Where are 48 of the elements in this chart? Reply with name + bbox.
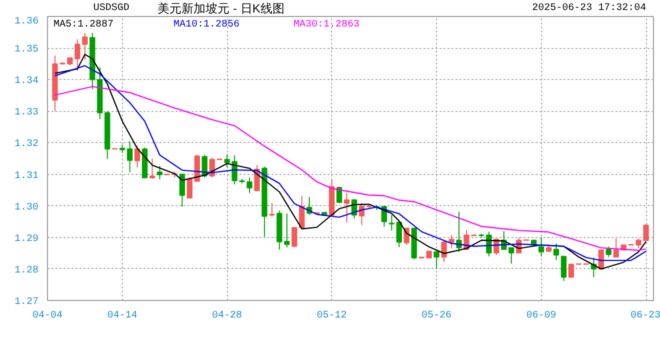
y-tick-label: 1.27 (14, 297, 39, 308)
x-tick-label: 04-14 (107, 310, 138, 322)
y-tick-label: 1.34 (14, 76, 39, 88)
candlestick (82, 32, 88, 60)
candlestick (396, 221, 402, 248)
candlestick (149, 158, 156, 180)
x-tick-label: 05-12 (316, 310, 347, 322)
x-tick-label: 04-28 (212, 310, 242, 322)
candlestick (126, 140, 133, 173)
y-tick-label: 1.32 (14, 139, 39, 150)
candlestick (246, 176, 252, 194)
text: 2025-06-23 17:32:04 (532, 3, 646, 14)
candlestick (344, 192, 350, 224)
candlestick (134, 145, 140, 168)
candlestick (434, 251, 440, 270)
candlestick (441, 240, 447, 262)
candlestick (388, 214, 394, 231)
candlestick (568, 263, 574, 278)
y-tick-label: 1.29 (14, 234, 39, 245)
x-tick-label: 06-09 (526, 310, 556, 322)
y-tick-label: 1.35 (14, 44, 39, 56)
y-tick-label: 1.36 (14, 16, 39, 28)
candlestick (292, 226, 298, 248)
y-tick-label: 1.33 (14, 108, 39, 119)
text: MA5:1.2887 (54, 20, 114, 30)
text: MA30:1.2863 (294, 20, 360, 30)
x-tick-label: 05-26 (422, 310, 452, 322)
candlestick (606, 246, 612, 258)
y-tick-label: 1.30 (14, 202, 39, 214)
candlestick (613, 238, 619, 258)
x-tick-label: 06-23 (630, 310, 660, 322)
candlestick (553, 242, 560, 261)
candlestick (186, 176, 192, 198)
candlestick (179, 173, 185, 208)
y-tick-label: 1.28 (14, 265, 39, 276)
candlestick (456, 211, 462, 252)
text: USDSGD (93, 3, 130, 14)
text: MA10:1.2856 (174, 20, 240, 30)
chart-title: 美元新加坡元 - 日K线图 (158, 2, 284, 16)
x-tick-label: 04-04 (32, 310, 63, 322)
candlestick (560, 256, 567, 282)
candlestick (284, 212, 290, 248)
candlestick (269, 202, 275, 218)
candlestick (508, 246, 514, 264)
candlestick (448, 234, 454, 249)
candlestick (156, 165, 163, 180)
y-tick-label: 1.31 (14, 170, 39, 182)
candlestick (538, 236, 544, 257)
